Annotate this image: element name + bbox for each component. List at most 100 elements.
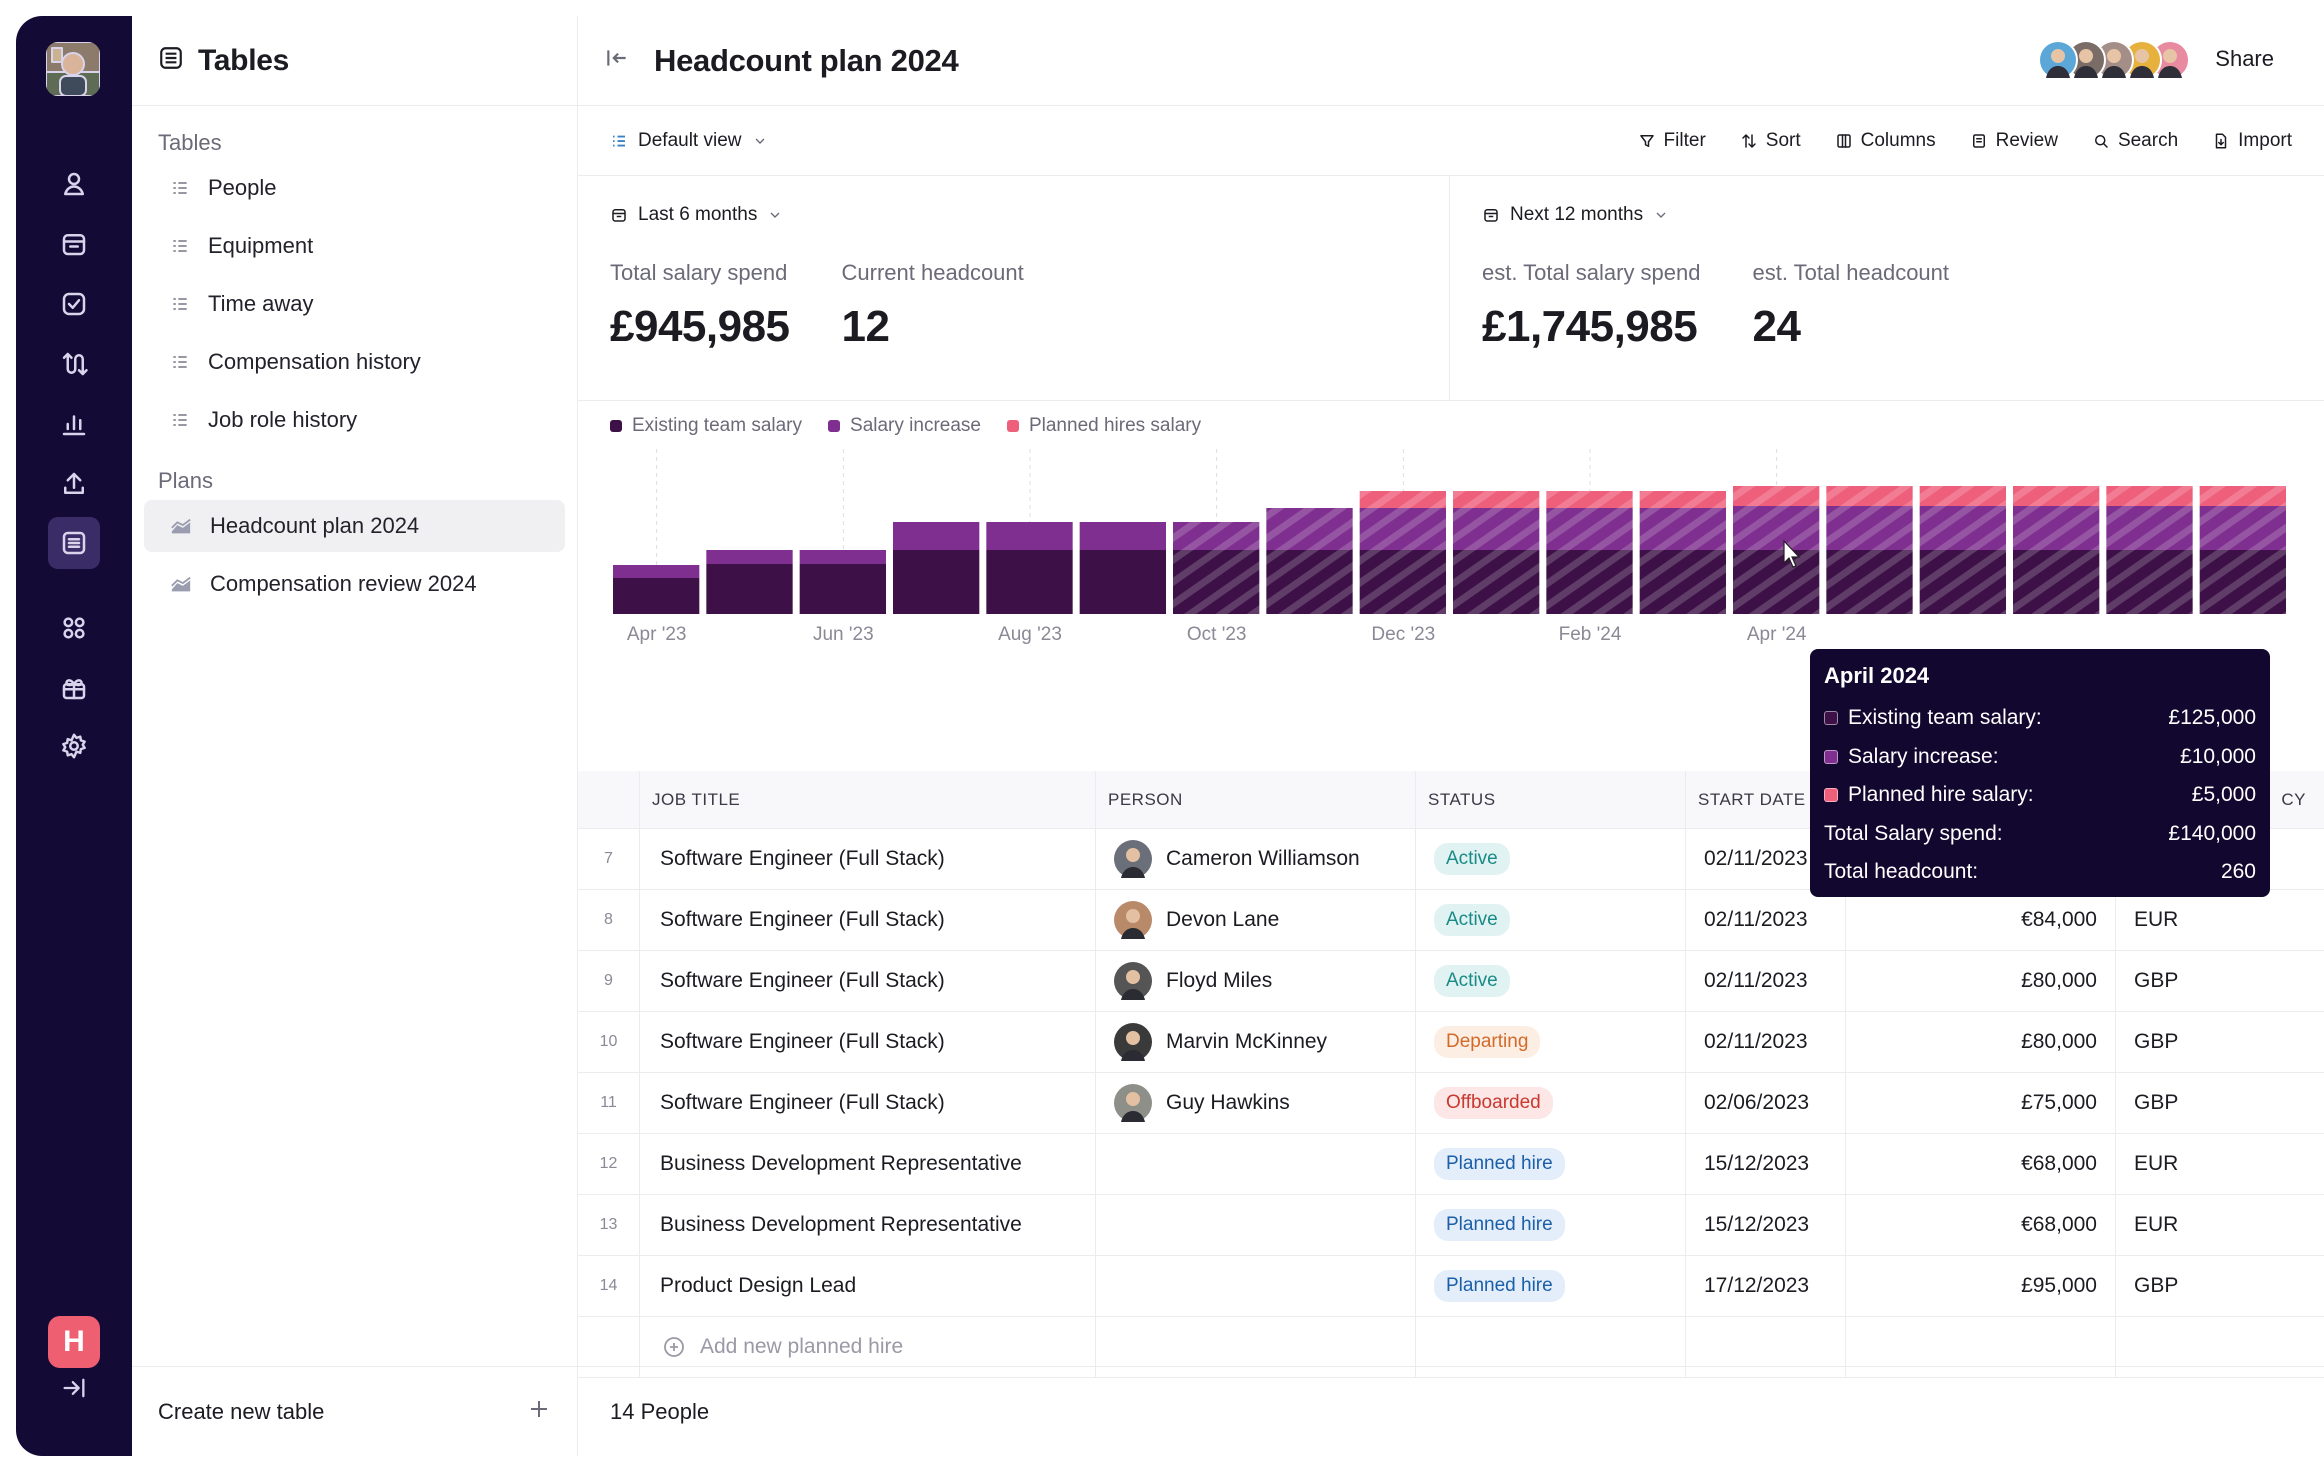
bar-planned-hires-salary[interactable]: [1359, 491, 1446, 508]
status-cell[interactable]: Planned hire: [1416, 1256, 1686, 1316]
plus-icon[interactable]: [527, 1397, 551, 1427]
table-row[interactable]: 14 Product Design Lead Planned hire 17/12/2…: [578, 1256, 2324, 1317]
collaborator-avatar[interactable]: [2038, 40, 2078, 80]
status-cell[interactable]: Active: [1416, 890, 1686, 950]
search-button[interactable]: Search: [2092, 130, 2178, 152]
sidebar-item-compensation-history[interactable]: Compensation history: [144, 336, 565, 388]
job-title-cell[interactable]: Product Design Lead: [640, 1256, 1096, 1316]
collaborator-avatars[interactable]: [2038, 40, 2190, 80]
person-cell[interactable]: Cameron Williamson: [1096, 829, 1416, 889]
upload-icon[interactable]: [52, 462, 96, 506]
status-cell[interactable]: Active: [1416, 829, 1686, 889]
bar-salary-increase[interactable]: [2199, 506, 2286, 550]
bar-existing-team-salary[interactable]: [2106, 550, 2193, 614]
table-row[interactable]: 9 Software Engineer (Full Stack) Floyd Mil…: [578, 951, 2324, 1012]
bar-existing-team-salary[interactable]: [1266, 550, 1353, 614]
bar-planned-hires-salary[interactable]: [2106, 486, 2193, 506]
job-title-cell[interactable]: Software Engineer (Full Stack): [640, 829, 1096, 889]
add-planned-hire-button[interactable]: Add new planned hire: [640, 1317, 1096, 1377]
bar-chart-icon[interactable]: [52, 402, 96, 446]
job-title-cell[interactable]: Software Engineer (Full Stack): [640, 1073, 1096, 1133]
salary-cell[interactable]: €68,000: [1846, 1195, 2116, 1255]
bar-existing-team-salary[interactable]: [1453, 550, 1540, 614]
future-range-selector[interactable]: Next 12 months: [1482, 204, 1949, 226]
start-date-cell[interactable]: 02/11/2023: [1686, 1012, 1846, 1072]
bar-salary-increase[interactable]: [1733, 506, 1820, 550]
currency-cell[interactable]: GBP: [2134, 1274, 2179, 1297]
filter-button[interactable]: Filter: [1638, 130, 1706, 152]
bar-planned-hires-salary[interactable]: [1639, 491, 1726, 508]
start-date-cell[interactable]: 02/11/2023: [1686, 951, 1846, 1011]
table-row[interactable]: 13 Business Development Representative Pla…: [578, 1195, 2324, 1256]
bar-salary-increase[interactable]: [1453, 508, 1540, 550]
person-icon[interactable]: [52, 162, 96, 206]
bar-salary-increase[interactable]: [1546, 508, 1633, 550]
table-row[interactable]: 11 Software Engineer (Full Stack) Guy Hawk…: [578, 1073, 2324, 1134]
bar-existing-team-salary[interactable]: [1919, 550, 2006, 614]
sidebar-item-people[interactable]: People: [144, 162, 565, 214]
bar-planned-hires-salary[interactable]: [1733, 486, 1820, 506]
currency-cell[interactable]: EUR: [2134, 1213, 2179, 1236]
job-title-cell[interactable]: Software Engineer (Full Stack): [640, 890, 1096, 950]
bar-salary-increase[interactable]: [893, 522, 980, 550]
workspace-avatar[interactable]: [46, 42, 100, 96]
status-cell[interactable]: Active: [1416, 951, 1686, 1011]
start-date-cell[interactable]: 15/12/2023: [1686, 1195, 1846, 1255]
bar-salary-increase[interactable]: [1266, 508, 1353, 550]
start-date-cell[interactable]: 17/12/2023: [1686, 1256, 1846, 1316]
import-button[interactable]: Import: [2212, 130, 2292, 152]
create-table-row[interactable]: Create new table: [132, 1366, 577, 1456]
bar-existing-team-salary[interactable]: [893, 550, 980, 614]
table-row[interactable]: 8 Software Engineer (Full Stack) Devon Lan…: [578, 890, 2324, 951]
bar-planned-hires-salary[interactable]: [2013, 486, 2100, 506]
add-row[interactable]: Add new planned hire: [578, 1317, 2324, 1378]
start-date-cell[interactable]: 15/12/2023: [1686, 1134, 1846, 1194]
sidebar-item-compensation-review-2024[interactable]: Compensation review 2024: [144, 558, 565, 610]
sidebar-item-time-away[interactable]: Time away: [144, 278, 565, 330]
bar-salary-increase[interactable]: [706, 550, 793, 564]
bar-planned-hires-salary[interactable]: [1546, 491, 1633, 508]
bar-existing-team-salary[interactable]: [1733, 550, 1820, 614]
bar-existing-team-salary[interactable]: [2199, 550, 2286, 614]
job-title-cell[interactable]: Business Development Representative: [640, 1195, 1096, 1255]
bar-salary-increase[interactable]: [1639, 508, 1726, 550]
status-cell[interactable]: Planned hire: [1416, 1134, 1686, 1194]
column-header[interactable]: JOB TITLE: [640, 771, 1096, 828]
bar-existing-team-salary[interactable]: [1079, 550, 1166, 614]
column-header[interactable]: STATUS: [1416, 771, 1686, 828]
columns-button[interactable]: Columns: [1835, 130, 1936, 152]
bar-existing-team-salary[interactable]: [986, 550, 1073, 614]
bar-existing-team-salary[interactable]: [613, 578, 700, 614]
bar-salary-increase[interactable]: [799, 550, 886, 564]
status-cell[interactable]: Departing: [1416, 1012, 1686, 1072]
currency-cell[interactable]: EUR: [2134, 908, 2179, 931]
job-title-cell[interactable]: Business Development Representative: [640, 1134, 1096, 1194]
sidebar-item-equipment[interactable]: Equipment: [144, 220, 565, 272]
bar-salary-increase[interactable]: [1359, 508, 1446, 550]
bar-salary-increase[interactable]: [2013, 506, 2100, 550]
currency-cell[interactable]: EUR: [2134, 1152, 2179, 1175]
bar-salary-increase[interactable]: [1826, 506, 1913, 550]
bar-salary-increase[interactable]: [1919, 506, 2006, 550]
checkbox-icon[interactable]: [52, 282, 96, 326]
bar-planned-hires-salary[interactable]: [1919, 486, 2006, 506]
person-cell[interactable]: Guy Hawkins: [1096, 1073, 1416, 1133]
person-cell[interactable]: [1096, 1134, 1416, 1194]
sidebar-item-job-role-history[interactable]: Job role history: [144, 394, 565, 446]
bar-existing-team-salary[interactable]: [1826, 550, 1913, 614]
review-button[interactable]: Review: [1970, 130, 2058, 152]
past-range-selector[interactable]: Last 6 months: [610, 204, 1417, 226]
table-row[interactable]: 12 Business Development Representative Pla…: [578, 1134, 2324, 1195]
bar-salary-increase[interactable]: [1079, 522, 1166, 550]
expand-sidebar-icon[interactable]: [52, 1366, 96, 1410]
salary-cell[interactable]: €68,000: [1846, 1134, 2116, 1194]
bar-planned-hires-salary[interactable]: [1826, 486, 1913, 506]
route-icon[interactable]: [52, 342, 96, 386]
bar-existing-team-salary[interactable]: [1359, 550, 1446, 614]
salary-cell[interactable]: £95,000: [1846, 1256, 2116, 1316]
gift-icon[interactable]: [52, 666, 96, 710]
table-row[interactable]: 10 Software Engineer (Full Stack) Marvin M…: [578, 1012, 2324, 1073]
share-button[interactable]: Share: [2215, 46, 2274, 71]
person-cell[interactable]: [1096, 1256, 1416, 1316]
table-icon[interactable]: [48, 517, 100, 569]
